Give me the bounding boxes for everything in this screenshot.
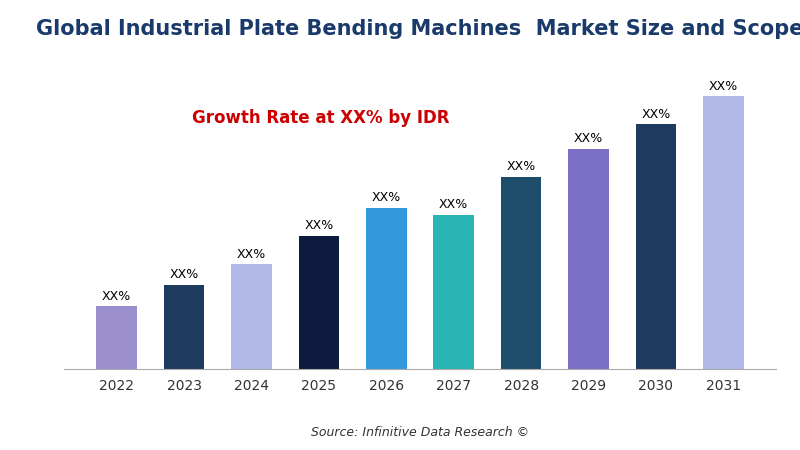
Text: XX%: XX% (304, 220, 334, 233)
Text: XX%: XX% (574, 132, 603, 145)
Bar (298, 236, 339, 369)
Text: Growth Rate at XX% by IDR: Growth Rate at XX% by IDR (192, 109, 450, 127)
Bar (703, 96, 744, 369)
Text: XX%: XX% (170, 269, 198, 282)
Bar (434, 215, 474, 369)
Bar (366, 208, 406, 369)
Text: XX%: XX% (642, 108, 670, 121)
Text: XX%: XX% (102, 289, 131, 302)
Bar (501, 176, 542, 369)
Bar (231, 264, 272, 369)
Text: Source: Infinitive Data Research ©: Source: Infinitive Data Research © (311, 426, 529, 439)
Title: Global Industrial Plate Bending Machines  Market Size and Scope: Global Industrial Plate Bending Machines… (36, 18, 800, 39)
Text: XX%: XX% (237, 248, 266, 261)
Text: XX%: XX% (372, 192, 401, 204)
Bar (96, 306, 137, 369)
Text: XX%: XX% (439, 198, 468, 211)
Text: XX%: XX% (506, 160, 536, 173)
Bar (568, 148, 609, 369)
Bar (636, 124, 676, 369)
Bar (164, 285, 204, 369)
Text: XX%: XX% (709, 80, 738, 93)
